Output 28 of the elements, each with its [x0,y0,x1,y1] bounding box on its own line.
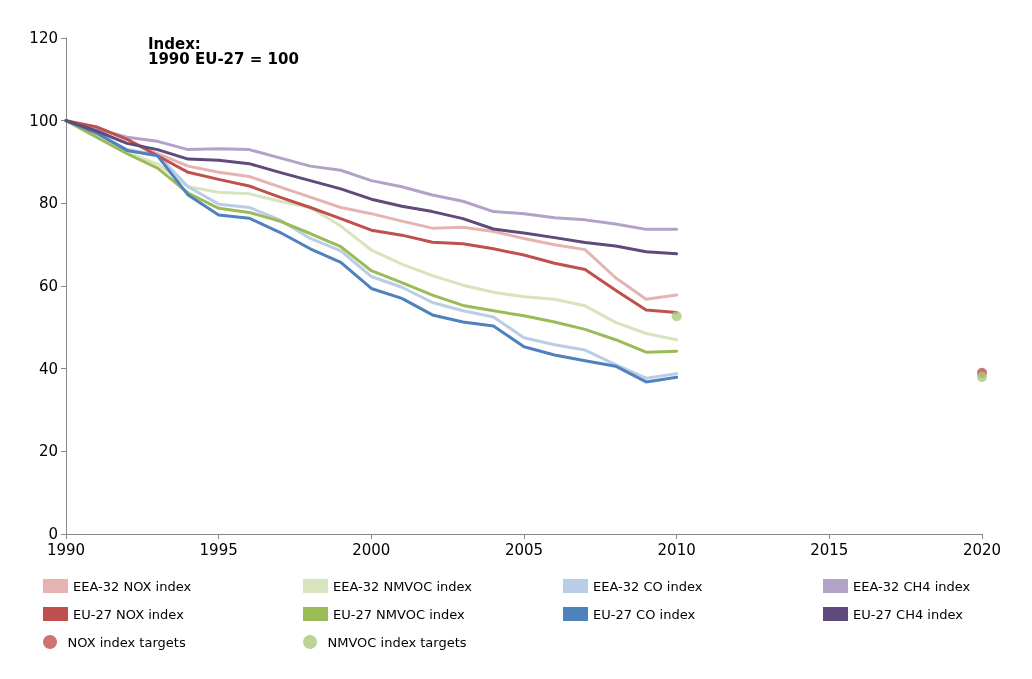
point [671,311,682,322]
y-tick-label: 80 [38,194,58,213]
point [977,371,987,382]
x-tick-label: 1990 [46,540,86,559]
legend-label: NMVOC index targets [327,634,467,650]
legend-label: EU-27 CO index [593,606,696,622]
x-tick-label: 2005 [504,540,544,559]
legend-label: EEA-32 CH4 index [853,578,971,594]
annotation: Index: 1990 EU-27 = 100 [148,34,299,68]
x-tick-label: 2010 [657,540,696,559]
y-tick-label: 120 [29,29,58,47]
legend-label: EEA-32 NMVOC index [333,578,473,594]
x-tick-label: 2020 [962,540,1002,559]
legend-label: EU-27 NOX index [73,606,185,622]
y-tick-label: 100 [29,111,58,130]
legend-label: EU-27 NMVOC index [333,606,466,622]
x-tick-label: 1995 [199,540,238,559]
x-tick-label: 2000 [352,540,391,559]
legend-label: EEA-32 NOX index [73,578,192,594]
y-tick-label: 0 [48,525,58,543]
legend-label: EEA-32 CO index [593,578,703,594]
y-tick-label: 40 [38,359,58,378]
y-tick-label: 20 [38,442,58,461]
legend-label: NOX index targets [67,634,186,650]
x-tick-label: 2015 [810,540,849,559]
line-series [64,119,679,256]
y-tick-label: 60 [38,277,58,295]
legend-label: EU-27 CH4 index [853,606,964,622]
